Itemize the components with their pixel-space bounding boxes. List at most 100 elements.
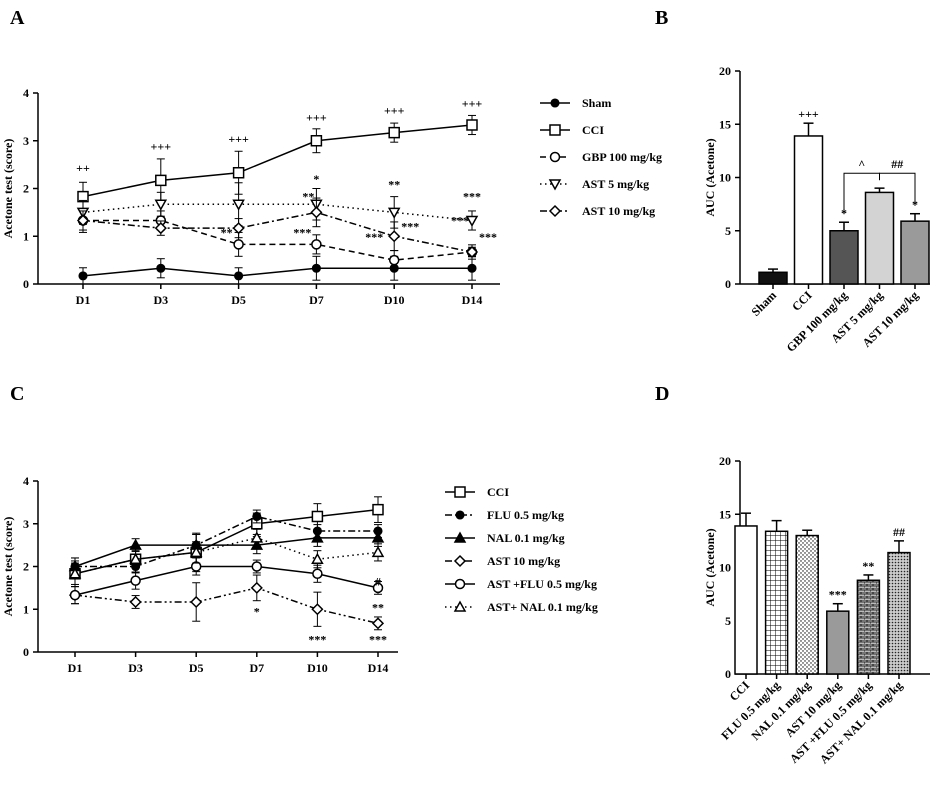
- legend-label: GBP 100 mg/kg: [582, 150, 662, 164]
- y-tick-label: 0: [725, 667, 731, 681]
- x-tick-label: D3: [128, 661, 143, 675]
- panel-c-line-chart: 0 1 2 3 4 D1 D3 D5 D7 D10 D14 Acetone test (score) *…: [1, 474, 598, 675]
- y-tick-label: 0: [23, 277, 29, 291]
- data-point: [252, 511, 262, 522]
- bar: [900, 220, 930, 285]
- significance-label: **: [372, 600, 384, 614]
- bar: [795, 534, 819, 675]
- significance-label: +++: [462, 96, 483, 110]
- y-axis-label: AUC (Acetone): [703, 138, 717, 216]
- data-point: [311, 552, 324, 564]
- data-point: [190, 595, 203, 609]
- legend-marker: [454, 486, 466, 498]
- y-tick-label: 5: [725, 614, 731, 628]
- bar: [829, 230, 859, 285]
- significance-label: **: [302, 189, 314, 203]
- x-tick-label: D1: [68, 661, 83, 675]
- x-tick-label: D3: [153, 293, 168, 307]
- panel-label-d: D: [655, 383, 669, 405]
- series-line: [74, 508, 379, 575]
- y-tick-label: 10: [719, 561, 731, 575]
- x-tick-label: D10: [307, 661, 328, 675]
- data-point: [311, 263, 321, 273]
- legend-marker: [453, 600, 467, 612]
- comparison-label: ##: [891, 157, 903, 171]
- data-point: [78, 271, 88, 281]
- x-tick-label: D1: [76, 293, 91, 307]
- data-point: [388, 126, 400, 139]
- data-point: [371, 531, 385, 543]
- series-line: [82, 203, 473, 222]
- significance-label: ***: [293, 225, 311, 239]
- data-point: [388, 230, 401, 243]
- x-tick-label: D10: [384, 293, 405, 307]
- data-point: [250, 581, 263, 594]
- y-tick-label: 0: [725, 277, 731, 291]
- significance-label: ***: [401, 220, 419, 234]
- legend-marker: [455, 510, 465, 520]
- x-tick-label: Sham: [748, 288, 779, 319]
- legend-marker: [549, 124, 561, 136]
- bar: [734, 525, 758, 675]
- y-tick-label: 10: [719, 171, 731, 185]
- x-tick-label: D14: [368, 661, 389, 675]
- data-point: [371, 545, 385, 558]
- x-tick-label: CCI: [727, 678, 753, 704]
- series-line: [75, 515, 378, 568]
- data-point: [465, 245, 479, 259]
- data-point: [311, 239, 322, 250]
- significance-label: **: [221, 225, 233, 239]
- comparison-label: ^: [858, 157, 865, 171]
- bar: [856, 579, 881, 675]
- y-tick-label: 5: [725, 224, 731, 238]
- data-point: [312, 568, 323, 580]
- y-tick-label: 0: [23, 645, 29, 659]
- significance-label: ++: [76, 161, 90, 175]
- significance-label: ***: [308, 632, 326, 646]
- significance-label: **: [862, 559, 874, 573]
- data-point: [130, 575, 141, 586]
- data-point: [129, 538, 142, 550]
- data-point: [155, 174, 167, 187]
- data-point: [251, 561, 263, 572]
- data-point: [233, 239, 244, 250]
- legend-marker: [548, 204, 562, 218]
- legend-marker: [548, 179, 562, 191]
- data-point: [232, 222, 245, 235]
- y-tick-label: 2: [23, 182, 29, 196]
- legend-label: AST 5 mg/kg: [582, 177, 649, 191]
- y-axis-label: AUC (Acetone): [703, 528, 717, 606]
- y-axis-label: Acetone test (score): [1, 517, 15, 617]
- series-line: [82, 211, 473, 253]
- bar: [887, 551, 911, 675]
- data-point: [154, 222, 167, 235]
- legend-marker: [550, 98, 560, 108]
- significance-label: ***: [829, 588, 847, 602]
- bar: [758, 271, 788, 285]
- significance-label: ##: [893, 525, 905, 539]
- data-point: [129, 552, 142, 564]
- data-point: [69, 589, 81, 601]
- data-point: [387, 207, 401, 219]
- comparison-bracket: [879, 172, 916, 206]
- legend-marker: [549, 151, 561, 163]
- panel-a-line-chart: 0 1 2 3 4 D1 D3 D5 D7 D10 D14 Acetone test (score) +…: [1, 86, 662, 307]
- series-line: [74, 537, 378, 568]
- data-point: [372, 503, 384, 516]
- data-point: [311, 531, 324, 543]
- significance-label: #: [375, 575, 381, 589]
- data-point: [311, 510, 324, 523]
- series-line: [74, 565, 379, 596]
- data-point: [154, 199, 168, 211]
- panel-label-a: A: [10, 7, 25, 29]
- legend-label: FLU 0.5 mg/kg: [487, 508, 564, 522]
- x-tick-label: D7: [309, 293, 324, 307]
- significance-label: +++: [384, 103, 405, 117]
- legend-marker: [453, 554, 467, 568]
- significance-label: *: [313, 172, 319, 186]
- y-tick-label: 3: [23, 134, 29, 148]
- significance-label: +++: [151, 139, 172, 153]
- data-point: [76, 214, 90, 227]
- y-tick-label: 1: [23, 229, 29, 243]
